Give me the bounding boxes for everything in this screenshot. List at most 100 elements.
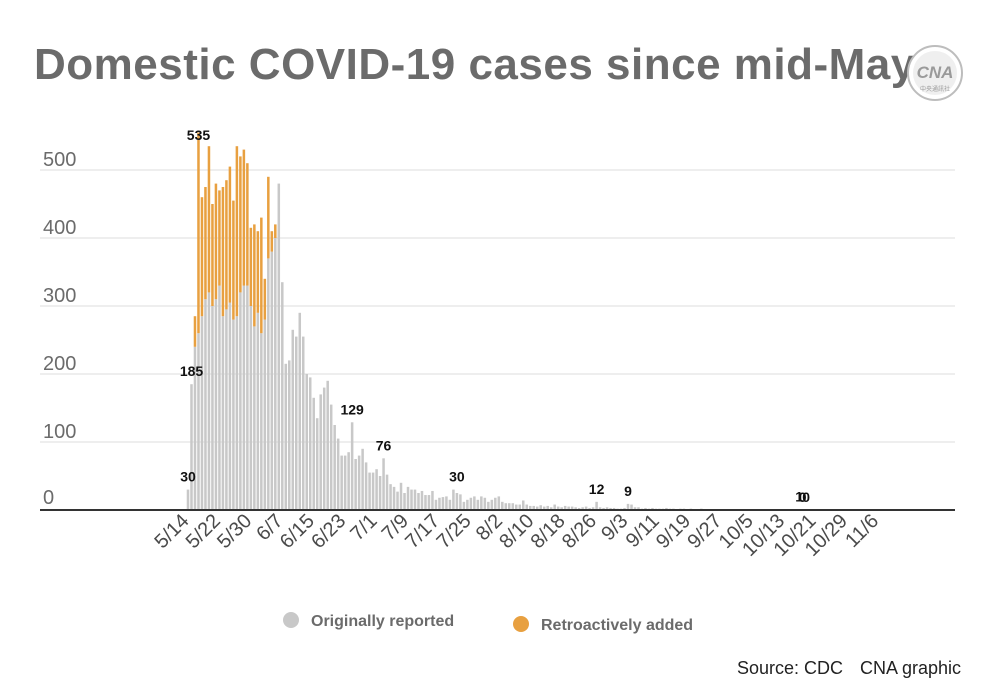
bar-original-79	[462, 501, 466, 510]
bar-retro-8	[214, 183, 218, 300]
bar-original-38	[319, 394, 322, 510]
bar-original-31	[295, 336, 298, 510]
bar-original-68	[424, 495, 427, 510]
bar-original-23	[267, 258, 270, 510]
bar-retro-5	[204, 187, 207, 300]
bar-original-43	[336, 438, 340, 510]
bar-original-81	[469, 497, 473, 510]
bar-original-8	[214, 299, 218, 510]
bar-original-33	[301, 336, 305, 510]
data-label-5: 30	[449, 469, 465, 485]
x-tick-label-13: 8/26	[558, 510, 601, 553]
bar-retro-21	[260, 217, 263, 334]
bar-original-117	[595, 501, 598, 510]
bar-original-74	[445, 496, 448, 510]
bar-original-59	[392, 486, 396, 510]
data-label-7: 9	[624, 483, 632, 499]
bar-retro-6	[207, 146, 211, 293]
bar-original-1	[190, 384, 193, 510]
bar-original-96	[521, 500, 525, 510]
bar-original-110	[570, 506, 574, 510]
source-text: Source: CDC	[737, 658, 844, 678]
bar-original-55	[378, 476, 382, 510]
bar-retro-17	[246, 163, 249, 286]
legend-label-retroactively-added: Retroactively added	[541, 617, 694, 634]
bar-original-108	[563, 505, 567, 510]
bar-original-58	[389, 484, 392, 510]
bar-original-0	[186, 489, 190, 510]
bar-original-97	[525, 504, 529, 510]
bar-original-42	[333, 425, 336, 510]
bar-original-113	[581, 507, 584, 510]
bar-original-116	[591, 507, 595, 510]
bar-original-47	[350, 422, 354, 510]
bar-original-46	[347, 452, 350, 510]
bar-original-35	[308, 377, 312, 510]
bar-original-26	[277, 183, 281, 510]
bar-original-102	[542, 506, 546, 510]
bar-original-86	[487, 501, 490, 510]
bar-original-107	[560, 507, 563, 510]
bar-original-45	[343, 455, 347, 510]
bar-original-93	[511, 503, 515, 510]
bar-retro-9	[218, 190, 221, 286]
data-label-3: 129	[340, 401, 364, 417]
bar-original-71	[434, 499, 438, 510]
bar-original-2	[193, 346, 197, 510]
bar-original-109	[567, 506, 570, 510]
bar-original-21	[260, 333, 263, 510]
bar-original-3	[197, 333, 200, 510]
data-label-1: 185	[180, 363, 204, 379]
bar-retro-23	[267, 176, 270, 259]
bar-original-24	[270, 251, 274, 510]
bar-original-85	[483, 497, 487, 510]
bar-retro-14	[235, 146, 239, 317]
bar-original-122	[612, 507, 616, 510]
bar-retro-11	[225, 180, 228, 310]
bar-original-30	[291, 329, 295, 510]
bar-original-53	[371, 472, 375, 510]
legend-label-originally-reported: Originally reported	[311, 613, 455, 630]
bar-original-41	[329, 404, 333, 510]
legend-item-retroactively-added: Retroactively added	[513, 616, 693, 635]
bar-original-137	[665, 507, 668, 510]
bar-original-16	[242, 285, 246, 510]
bar-original-82	[473, 496, 476, 510]
bar-original-91	[504, 503, 508, 510]
bar-original-12	[228, 302, 232, 510]
bar-original-92	[508, 503, 511, 510]
bar-retro-7	[211, 204, 214, 306]
data-label-9: 0	[799, 489, 807, 505]
y-tick-label-300: 300	[43, 285, 76, 307]
bar-retro-22	[263, 278, 267, 320]
bar-original-66	[417, 493, 420, 510]
bar-original-69	[427, 495, 431, 510]
bar-original-49	[357, 455, 361, 510]
data-label-4: 76	[376, 437, 392, 453]
bar-original-126	[626, 503, 630, 510]
y-tick-label-500: 500	[43, 149, 76, 171]
bar-original-20	[256, 312, 260, 510]
bar-original-127	[630, 504, 633, 510]
bar-original-112	[577, 507, 581, 510]
bar-original-9	[218, 285, 221, 510]
bar-original-52	[368, 472, 371, 510]
bar-original-100	[535, 506, 539, 510]
bar-original-84	[480, 496, 483, 510]
bar-original-88	[494, 497, 497, 510]
y-tick-label-400: 400	[43, 217, 76, 239]
bar-original-65	[413, 489, 417, 510]
data-label-2: 535	[187, 127, 211, 143]
bar-retro-12	[228, 166, 232, 303]
bar-original-40	[326, 380, 329, 510]
bar-original-36	[312, 397, 315, 510]
bar-original-32	[298, 312, 302, 510]
bar-original-103	[546, 505, 549, 510]
bar-original-101	[539, 505, 542, 510]
chart-title: Domestic COVID-19 cases since mid-May	[34, 40, 916, 89]
bar-original-118	[598, 507, 602, 510]
cna-logo-subtext: 中央通訊社	[920, 85, 950, 93]
bar-original-18	[249, 306, 253, 510]
bar-original-4	[200, 316, 204, 510]
bar-original-80	[466, 499, 469, 510]
